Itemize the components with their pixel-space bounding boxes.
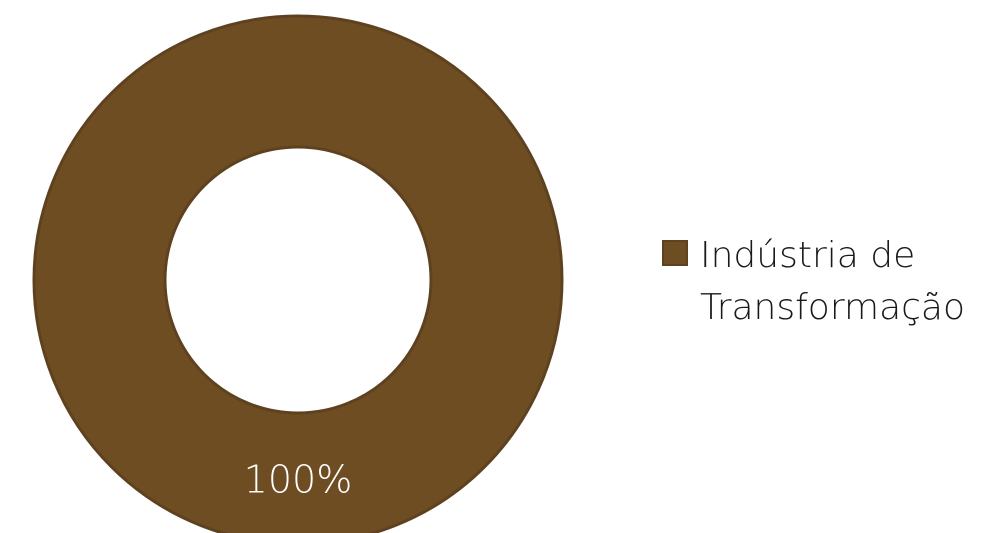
legend-item: Indústria de Transformação <box>662 230 992 334</box>
donut-slices <box>32 14 564 533</box>
donut-data-label: 100% <box>244 458 353 502</box>
legend-swatch <box>662 240 688 266</box>
donut-slice <box>32 14 564 533</box>
donut-data-labels: 100% <box>244 458 353 502</box>
legend-label: Indústria de Transformação <box>700 235 966 328</box>
legend: Indústria de Transformação <box>662 230 992 334</box>
